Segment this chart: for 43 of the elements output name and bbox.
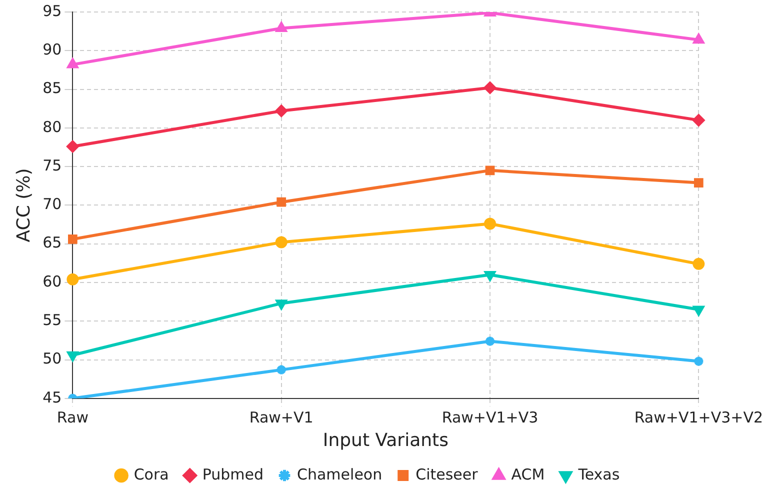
x-tick-label: Raw+V1+V3+V2 [634,408,763,426]
y-axis-title: ACC (%) [13,168,34,242]
point [484,82,496,94]
legend-label: Pubmed [202,465,264,484]
point [66,140,79,152]
point [693,306,704,316]
point [67,58,78,68]
point [484,218,496,230]
y-tick-label: 80 [42,118,62,136]
y-tick-label: 55 [42,311,62,330]
point [276,300,287,310]
y-tick-label: 50 [42,350,62,368]
y-tick-label: 85 [42,79,62,98]
y-tick-label: 95 [42,2,62,20]
point [67,351,78,362]
x-tick-label: Raw [56,408,88,426]
y-tick-label: 60 [42,272,62,290]
point [68,234,78,244]
legend-label: Chameleon [297,465,382,484]
y-tick-label: 75 [42,156,62,174]
point [275,104,288,117]
legend-label: Cora [134,465,169,484]
point [693,34,704,44]
y-tick-label: 70 [42,195,62,214]
x-tick-label: Raw+V1 [249,408,314,426]
legend-label: Texas [577,465,620,484]
x-tick-label: Raw+V1+V3 [442,408,538,426]
point [694,178,704,188]
legend-label: ACM [511,465,545,484]
y-tick-label: 65 [42,234,62,252]
point [692,258,705,270]
y-tick-label: 90 [42,40,62,59]
point [692,114,705,126]
point [275,364,288,376]
x-axis-title: Input Variants [322,430,448,451]
point [276,22,287,32]
point [66,273,79,286]
point [485,166,495,176]
y-tick-label: 45 [42,388,62,406]
legend-label: Citeseer [416,465,479,484]
point [276,197,286,207]
point [275,236,288,248]
point [484,271,496,281]
